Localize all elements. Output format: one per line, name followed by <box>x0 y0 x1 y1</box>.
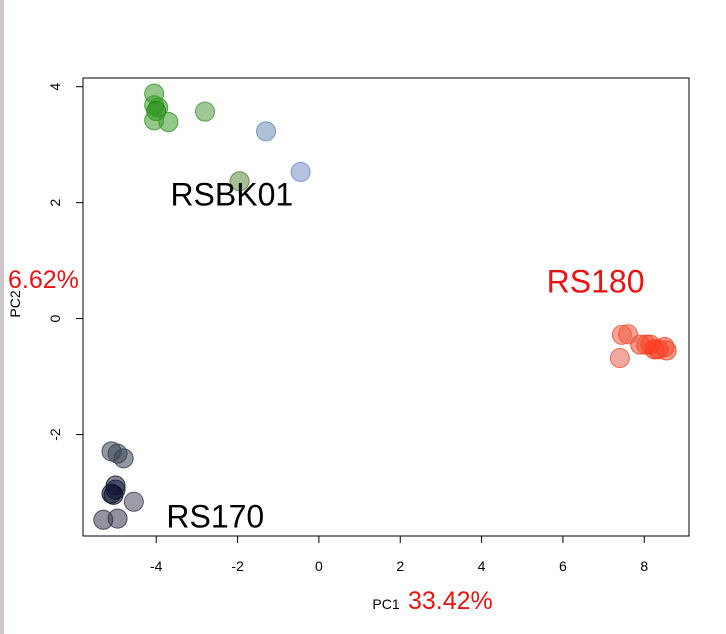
cluster-label: RSBK01 <box>170 177 293 213</box>
window-left-edge <box>0 0 4 634</box>
x-tick-label: -4 <box>150 558 163 574</box>
y-axis-label: PC2 <box>7 290 23 317</box>
cluster-labels: RSBK01 RS180 RS170 <box>166 177 644 535</box>
data-point <box>256 121 277 142</box>
data-point <box>107 508 128 529</box>
data-point <box>229 171 250 192</box>
cluster-label: RS170 <box>166 498 264 534</box>
y-axis: -2 0 2 4 <box>47 83 84 441</box>
data-point <box>290 161 311 182</box>
data-point <box>123 491 144 512</box>
data-point <box>113 448 134 469</box>
data-points <box>93 83 677 530</box>
y-variance-label: 6.62% <box>8 266 79 294</box>
data-point <box>656 340 677 361</box>
x-tick-label: 8 <box>640 558 648 574</box>
y-tick-label: 0 <box>47 314 63 322</box>
y-tick-label: 4 <box>47 83 63 91</box>
data-point <box>609 348 630 369</box>
x-tick-label: 6 <box>559 558 567 574</box>
x-tick-label: 4 <box>478 558 486 574</box>
y-tick-label: 2 <box>47 199 63 207</box>
x-tick-label: -2 <box>231 558 244 574</box>
data-point <box>195 101 216 122</box>
x-tick-label: 2 <box>396 558 404 574</box>
data-point <box>158 112 179 133</box>
x-variance-label: 33.42% <box>408 587 493 615</box>
x-tick-label: 0 <box>315 558 323 574</box>
y-tick-label: -2 <box>47 428 63 441</box>
plot-frame <box>82 77 690 537</box>
data-point <box>103 484 124 505</box>
cluster-label: RS180 <box>547 264 645 300</box>
x-axis-label: PC1 <box>372 596 399 612</box>
x-axis: -4 -2 0 2 4 6 8 <box>150 535 648 574</box>
data-point <box>611 324 632 345</box>
